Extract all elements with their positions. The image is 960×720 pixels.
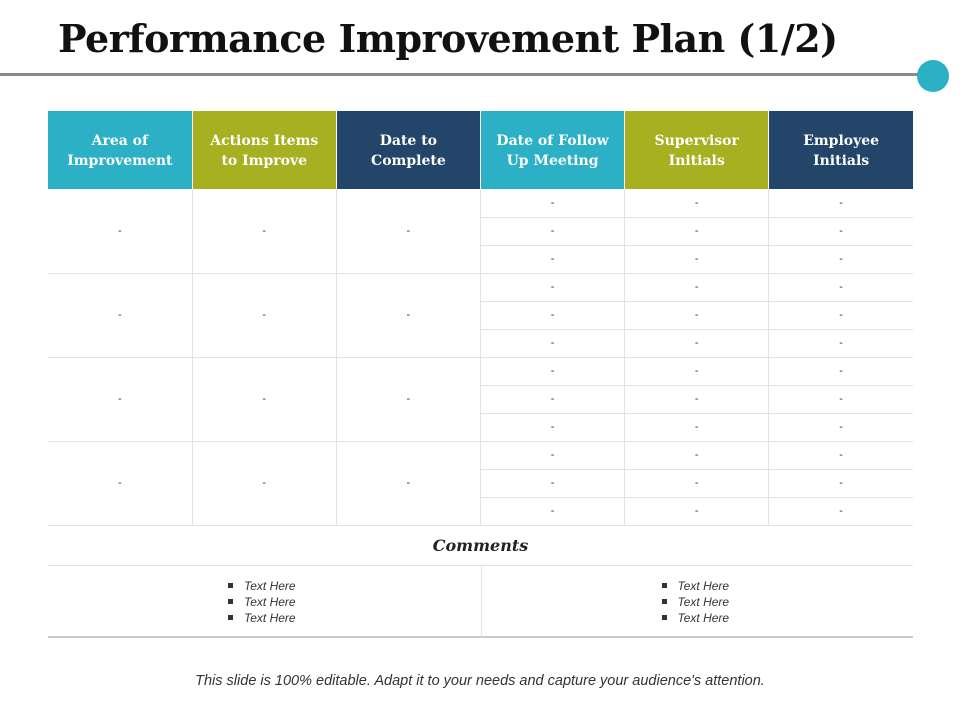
employee-cell[interactable]: - (768, 497, 913, 526)
table-row: - - - (48, 245, 913, 274)
actions-cell[interactable]: - (191, 357, 337, 442)
date-cell[interactable]: - (335, 441, 481, 526)
supervisor-cell[interactable]: - (624, 357, 769, 386)
followup-cell[interactable]: - (479, 441, 625, 470)
comments-section: Comments Text Here Text Here Text Here T… (48, 524, 913, 638)
bullet-icon (661, 599, 667, 605)
date-cell[interactable]: - (335, 189, 481, 274)
area-cell[interactable]: - (48, 189, 193, 274)
followup-cell[interactable]: - (479, 189, 625, 218)
bullet-icon (228, 615, 233, 621)
employee-cell[interactable]: - (768, 413, 913, 442)
table-row: - - - (48, 217, 913, 246)
followup-cell[interactable]: - (479, 273, 625, 302)
employee-cell[interactable]: - (768, 245, 913, 274)
table-row: - - - (48, 469, 913, 498)
comments-left-column[interactable]: Text Here Text Here Text Here (48, 566, 481, 637)
employee-cell[interactable]: - (768, 469, 913, 498)
supervisor-cell[interactable]: - (624, 217, 769, 246)
followup-cell[interactable]: - (479, 469, 625, 498)
accent-circle (917, 60, 949, 92)
list-item: Text Here (661, 578, 729, 594)
area-cell[interactable]: - (48, 273, 193, 358)
comments-left-list: Text Here Text Here Text Here (228, 578, 296, 626)
followup-cell[interactable]: - (479, 217, 625, 246)
footer-note: This slide is 100% editable. Adapt it to… (195, 673, 765, 689)
date-cell[interactable]: - (335, 273, 481, 358)
header-date-to-complete: Date to Complete (335, 111, 481, 189)
comments-right-column[interactable]: Text Here Text Here Text Here (480, 566, 914, 637)
actions-cell[interactable]: - (191, 441, 337, 526)
list-item: Text Here (228, 610, 296, 626)
table-header-row: Area of Improvement Actions Items to Impro… (48, 111, 913, 189)
followup-cell[interactable]: - (479, 329, 625, 358)
actions-cell[interactable]: - (191, 273, 337, 358)
employee-cell[interactable]: - (768, 385, 913, 414)
followup-cell[interactable]: - (479, 301, 625, 330)
followup-cell[interactable]: - (479, 357, 625, 386)
employee-cell[interactable]: - (768, 189, 913, 218)
list-item: Text Here (661, 610, 729, 626)
comments-body: Text Here Text Here Text Here Text Here … (48, 566, 913, 637)
header-supervisor-initials: Supervisor Initials (624, 111, 769, 189)
employee-cell[interactable]: - (768, 357, 913, 386)
table-row: - - - - - - (48, 441, 913, 526)
list-item: Text Here (228, 578, 296, 594)
actions-cell[interactable]: - (191, 189, 337, 274)
table-row: - - - - - - (48, 357, 913, 442)
table-row: - - - (48, 301, 913, 330)
area-cell[interactable]: - (48, 357, 193, 442)
date-cell[interactable]: - (335, 357, 481, 442)
comments-title: Comments (48, 524, 913, 566)
supervisor-cell[interactable]: - (624, 273, 769, 302)
supervisor-cell[interactable]: - (624, 441, 769, 470)
supervisor-cell[interactable]: - (624, 385, 769, 414)
followup-cell[interactable]: - (479, 497, 625, 526)
employee-cell[interactable]: - (768, 441, 913, 470)
followup-cell[interactable]: - (479, 385, 625, 414)
table-row: - - - (48, 497, 913, 526)
employee-cell[interactable]: - (768, 301, 913, 330)
table-row: - - - (48, 385, 913, 414)
supervisor-cell[interactable]: - (624, 469, 769, 498)
title-divider (0, 73, 918, 76)
area-cell[interactable]: - (48, 441, 193, 526)
slide-title: Performance Improvement Plan (1/2) (58, 16, 838, 61)
bullet-icon (228, 583, 233, 589)
header-action-items: Actions Items to Improve (191, 111, 337, 189)
supervisor-cell[interactable]: - (624, 497, 769, 526)
header-area-of-improvement: Area of Improvement (48, 111, 193, 189)
followup-cell[interactable]: - (479, 413, 625, 442)
bullet-icon (228, 599, 233, 605)
header-employee-initials: Employee Initials (768, 111, 913, 189)
list-item: Text Here (228, 594, 296, 610)
plan-table: Area of Improvement Actions Items to Impro… (48, 111, 913, 526)
table-row: - - - - - - (48, 189, 913, 274)
header-follow-up-meeting: Date of Follow Up Meeting (479, 111, 625, 189)
employee-cell[interactable]: - (768, 217, 913, 246)
supervisor-cell[interactable]: - (624, 189, 769, 218)
comments-right-list: Text Here Text Here Text Here (661, 578, 729, 626)
table-row: - - - (48, 413, 913, 442)
employee-cell[interactable]: - (768, 329, 913, 358)
employee-cell[interactable]: - (768, 273, 913, 302)
bullet-icon (661, 583, 667, 589)
followup-cell[interactable]: - (479, 245, 625, 274)
supervisor-cell[interactable]: - (624, 329, 769, 358)
list-item: Text Here (661, 594, 729, 610)
supervisor-cell[interactable]: - (624, 413, 769, 442)
supervisor-cell[interactable]: - (624, 245, 769, 274)
supervisor-cell[interactable]: - (624, 301, 769, 330)
table-row: - - - (48, 329, 913, 358)
bullet-icon (661, 615, 667, 621)
table-row: - - - - - - (48, 273, 913, 358)
